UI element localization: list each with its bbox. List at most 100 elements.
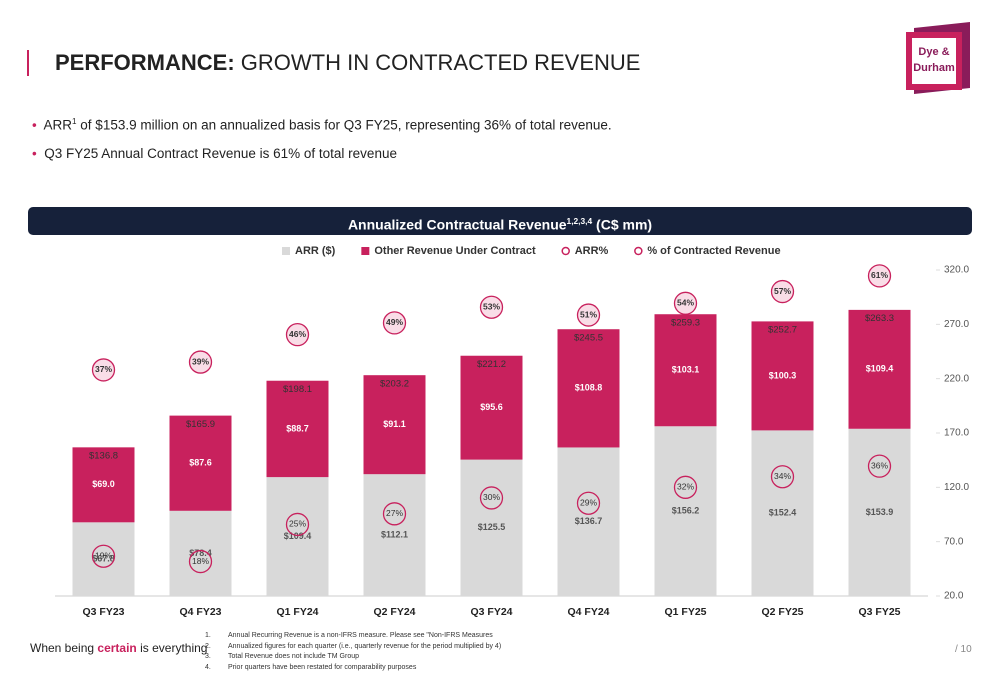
footnote: 1. Annual Recurring Revenue is a non-IFRS… [205,631,501,642]
percent-marker [867,454,892,478]
legend-marker [282,247,290,255]
value-label: $91.1 [383,419,406,429]
value-label: $153.9 [866,507,894,517]
bar-segment [363,474,426,596]
legend-label: ARR% [575,245,609,257]
percent-label: 39% [192,356,209,366]
percent-marker [285,323,310,347]
total-label: $136.8 [89,451,118,462]
total-label: $245.5 [574,332,603,343]
percent-marker [673,291,698,315]
value-label: $88.7 [286,423,309,433]
percent-label: 19% [95,550,112,560]
tagline-text: When being [30,641,95,655]
value-label: $152.4 [769,508,797,518]
percent-label: 27% [386,508,403,518]
value-label: $103.1 [672,365,700,375]
legend-marker [634,246,643,256]
x-tick-label: Q2 FY24 [373,606,415,618]
percent-marker [770,279,795,304]
bar-segment [72,447,135,523]
accent-bar [27,50,29,76]
value-label: $156.2 [672,506,700,516]
total-label: $263.3 [865,313,894,324]
logo-text: Durham [913,62,955,74]
percent-marker [576,491,601,515]
value-label: $78.4 [189,548,212,558]
footnote: 4. Prior quarters have been restated for … [205,663,501,674]
legend-marker [561,246,570,256]
percent-label: 36% [871,460,888,470]
y-tick-label: 70.0 [944,536,964,547]
x-tick-label: Q3 FY25 [858,606,900,618]
percent-marker [285,512,310,537]
y-tick-label: 270.0 [944,319,969,330]
chart-title-unit: (C$ mm) [596,216,653,233]
footnote: 3. Total Revenue does not include TM Grou… [205,652,501,663]
x-tick-label: Q3 FY24 [470,606,512,618]
footnote-text: Total Revenue does not include TM Group [228,653,360,660]
value-label: $109.4 [866,364,894,374]
bar-segment [848,428,911,596]
bullet: • ARR1 of $153.9 million on an annualize… [32,117,612,133]
bar-segment [751,321,814,431]
value-label: $108.8 [575,383,603,393]
chart-title: Annualized Contractual Revenue [347,216,567,233]
percent-label: 61% [871,270,888,280]
total-label: $252.7 [768,325,797,336]
bar-segment [266,477,329,596]
value-label: $100.3 [769,370,797,380]
bullet-sup: 1 [72,117,77,126]
legend-marker [361,247,370,255]
percent-marker [479,295,504,319]
value-label: $69.0 [92,479,115,489]
logo-inner [912,38,956,84]
tagline: When being certain is everything [30,641,207,655]
x-tick-label: Q1 FY24 [276,606,318,618]
x-tick-label: Q4 FY23 [179,606,221,618]
bullet-text: of $153.9 million on an annualized basis… [80,117,612,133]
tagline-text: is everything [140,641,208,655]
x-tick-label: Q1 FY25 [664,606,706,618]
legend-label: % of Contracted Revenue [647,245,780,257]
footnote-text: Annualized figures for each quarter (i.e… [228,642,502,650]
percent-label: 51% [580,309,597,319]
percent-label: 57% [774,286,791,296]
percent-marker [770,465,795,489]
percent-marker [576,303,601,327]
percent-marker [188,549,213,574]
x-tick-label: Q2 FY25 [761,606,803,618]
percent-label: 34% [774,471,791,481]
percent-marker [382,311,407,335]
percent-label: 46% [289,329,306,339]
total-label: $203.2 [380,378,409,389]
percent-label: 49% [386,317,403,327]
percent-marker [188,350,213,374]
logo: Dye & Durham [906,22,970,94]
bar-segment [169,510,232,596]
total-label: $165.9 [186,419,215,430]
bar-segment [169,415,232,511]
percent-marker [673,475,698,499]
logo-text: Dye & [918,46,949,58]
value-label: $67.8 [92,554,115,564]
y-tick-label: 20.0 [944,591,964,602]
percent-marker [91,544,116,568]
footnote-number: 1. [205,632,211,639]
bar-segment [363,375,426,475]
value-label: $136.7 [575,516,603,526]
percent-label: 53% [483,301,500,311]
bullet-text: Q3 FY25 Annual Contract Revenue is 61% o… [44,146,397,161]
bar-segment [266,380,329,478]
title-rest: GROWTH IN CONTRACTED REVENUE [240,50,641,75]
percent-label: 18% [192,556,209,566]
bar-segment [557,447,620,596]
footnote-text: Prior quarters have been restated for co… [228,663,417,671]
bullet-text: ARR [43,117,73,133]
bar-segment [460,355,523,460]
tagline-highlight: certain [97,641,137,655]
footnote: 2. Annualized figures for each quarter (i… [205,642,501,653]
footnotes: 1. Annual Recurring Revenue is a non-IFRS… [205,631,501,673]
